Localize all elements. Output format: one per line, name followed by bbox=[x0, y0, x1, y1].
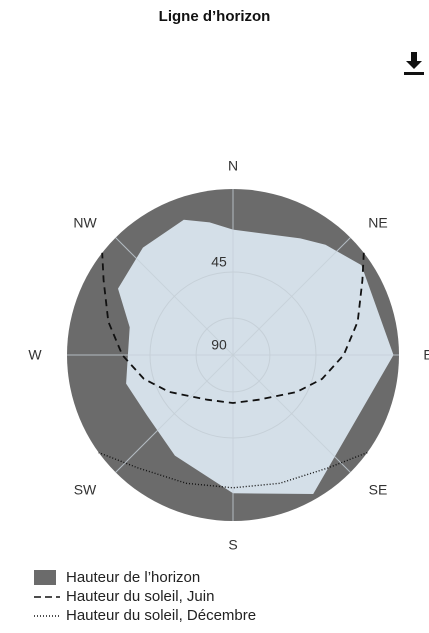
compass-label-n: N bbox=[228, 158, 238, 174]
compass-label-e: E bbox=[423, 347, 429, 363]
legend-item-horizon: Hauteur de l’horizon bbox=[32, 568, 256, 587]
compass-label-w: W bbox=[28, 347, 42, 363]
radial-tick-label: 90 bbox=[211, 337, 227, 353]
grid-spoke bbox=[232, 354, 351, 473]
legend-item-december: Hauteur du soleil, Décembre bbox=[32, 606, 256, 625]
december-sun-path bbox=[98, 451, 368, 489]
grid-spoke bbox=[115, 237, 234, 356]
chart-title: Ligne d’horizon bbox=[158, 8, 271, 25]
radial-tick-label: 45 bbox=[211, 254, 227, 270]
legend-label: Hauteur de l’horizon bbox=[66, 569, 201, 586]
grid-spoke bbox=[115, 354, 234, 473]
legend-swatch-dashed bbox=[34, 596, 60, 598]
june-sun-path bbox=[101, 252, 365, 404]
legend-label: Hauteur du soleil, Juin bbox=[66, 588, 215, 605]
sky-region bbox=[118, 219, 394, 495]
legend-item-june: Hauteur du soleil, Juin bbox=[32, 587, 256, 606]
compass-label-ne: NE bbox=[368, 215, 387, 231]
horizon-polar-chart: 45 90 N NE E SE S SW W NW bbox=[28, 158, 429, 553]
compass-label-se: SE bbox=[369, 482, 388, 498]
compass-label-nw: NW bbox=[73, 215, 97, 231]
legend: Hauteur de l’horizon Hauteur du soleil, … bbox=[32, 568, 256, 625]
download-icon[interactable] bbox=[402, 50, 426, 76]
compass-label-sw: SW bbox=[74, 482, 97, 498]
compass-label-s: S bbox=[228, 537, 237, 553]
legend-swatch-filled bbox=[34, 570, 56, 585]
grid-spoke bbox=[232, 237, 351, 356]
legend-swatch-dotted bbox=[34, 615, 60, 617]
legend-label: Hauteur du soleil, Décembre bbox=[66, 607, 257, 624]
